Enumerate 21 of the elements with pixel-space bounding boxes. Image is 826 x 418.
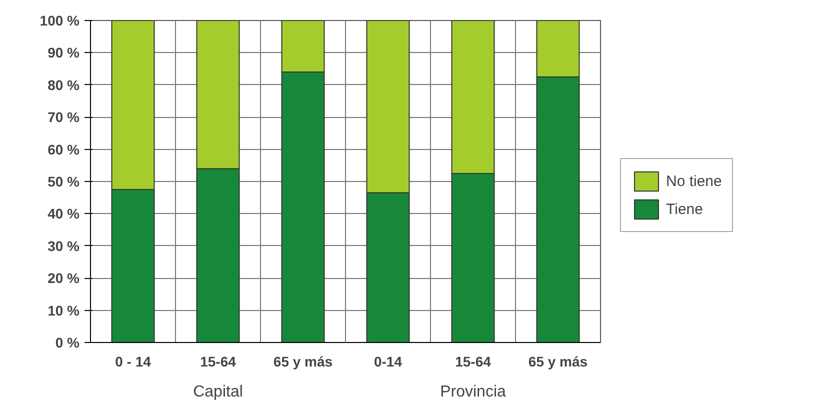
y-tick-label: 90 % — [48, 44, 80, 61]
text: Capital — [193, 384, 243, 400]
y-tick-label: 70 % — [48, 109, 80, 126]
y-tick-label: 60 % — [48, 141, 80, 158]
x-tick-label: 0 - 14 — [115, 354, 152, 370]
legend-label: No tiene — [666, 172, 722, 190]
legend-label: Tiene — [666, 200, 703, 218]
y-tick-label: 10 % — [48, 302, 80, 318]
x-tick-label: 15-64 — [455, 354, 492, 370]
y-tick-label: 20 % — [48, 270, 80, 286]
text: Provincia — [440, 384, 506, 400]
y-tick-label: 0 % — [55, 334, 80, 350]
x-tick-label: 15-64 — [200, 354, 236, 370]
x-tick-label: 65 y más — [273, 354, 333, 370]
y-tick-label: 40 % — [48, 206, 80, 222]
x-tick-label: 65 y más — [528, 354, 588, 370]
y-tick-label: 100 % — [40, 12, 80, 28]
y-tick-label: 80 % — [48, 76, 80, 93]
x-tick-label: 0-14 — [374, 354, 402, 370]
y-tick-label: 50 % — [48, 174, 80, 190]
y-tick-label: 30 % — [48, 238, 80, 254]
